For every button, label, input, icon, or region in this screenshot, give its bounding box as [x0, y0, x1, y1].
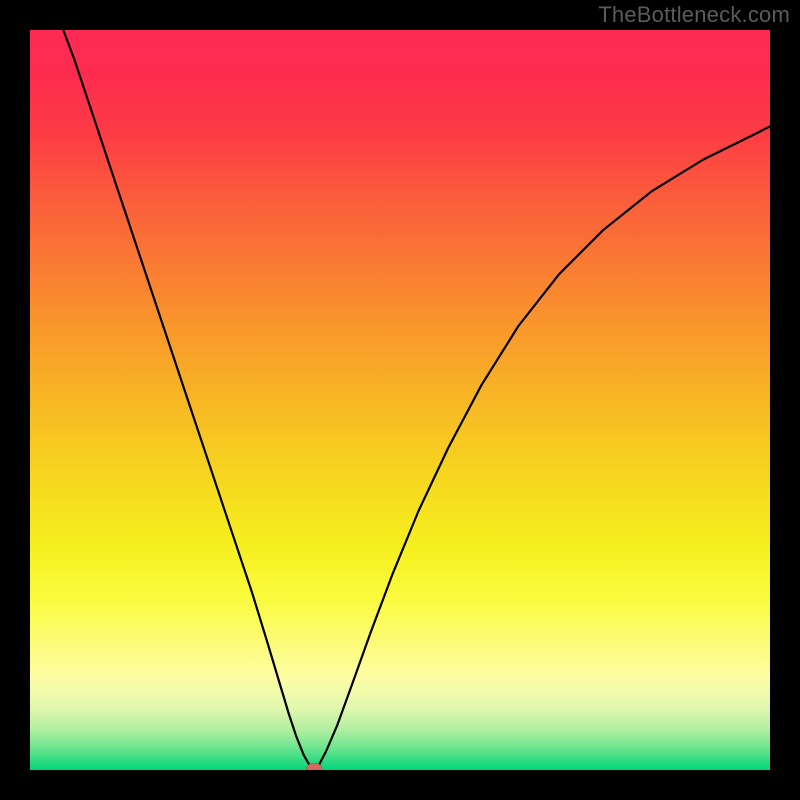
image-root: TheBottleneck.com	[0, 0, 800, 800]
watermark-text: TheBottleneck.com	[598, 2, 790, 28]
gradient-background	[30, 30, 770, 770]
chart-svg	[0, 0, 800, 800]
